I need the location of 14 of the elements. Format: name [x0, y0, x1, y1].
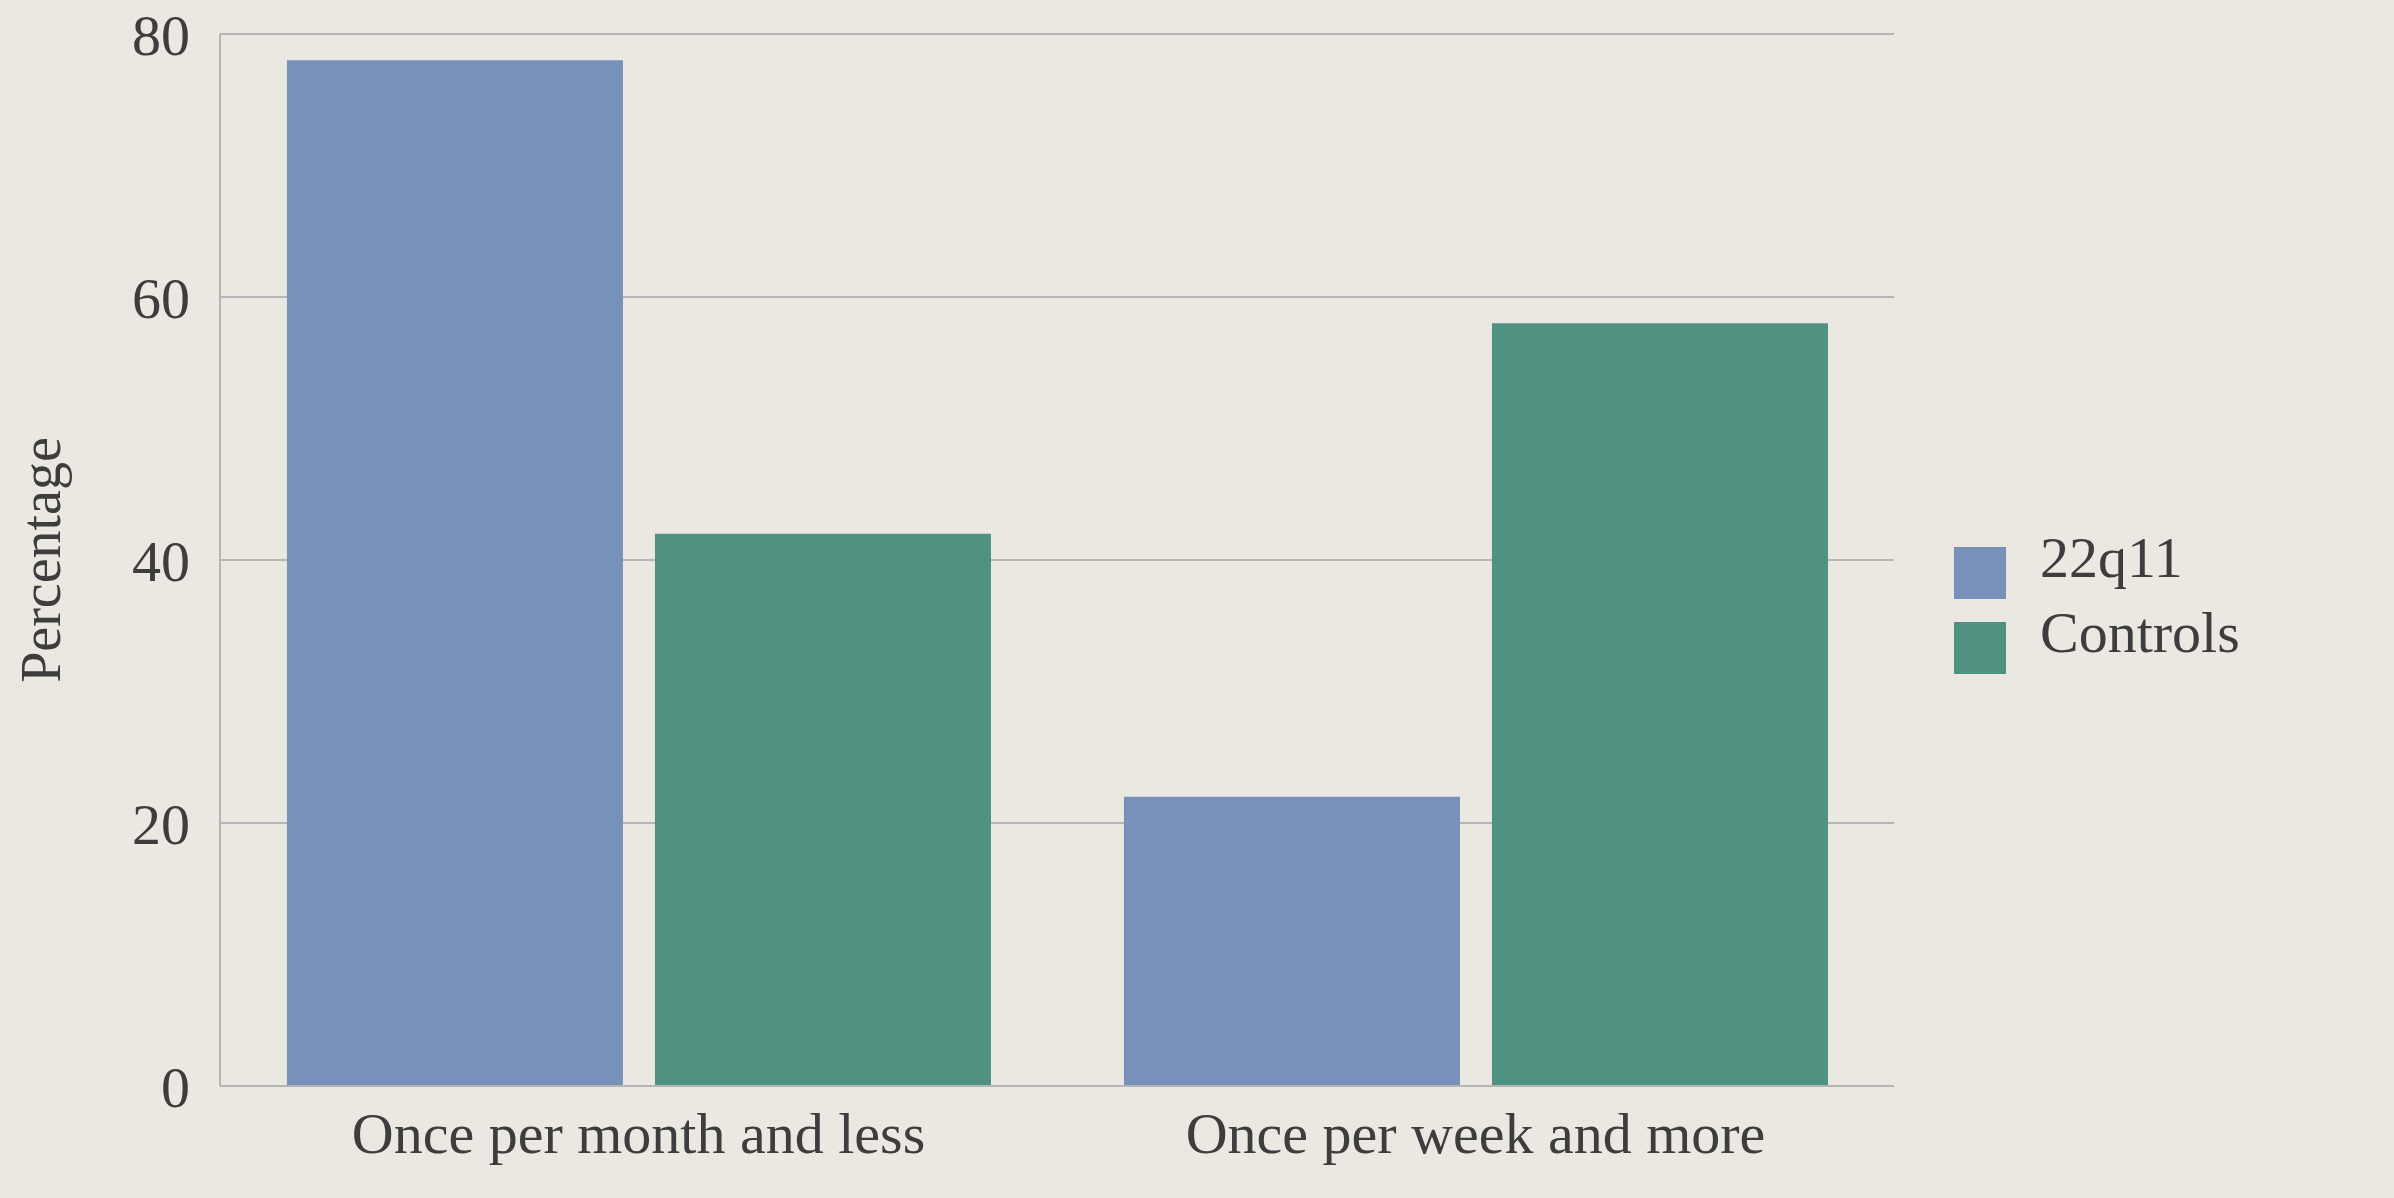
y-tick-label: 0	[161, 1054, 190, 1120]
bar	[654, 533, 991, 1086]
y-tick-label: 20	[132, 791, 190, 857]
bar	[1123, 796, 1460, 1086]
bar	[286, 60, 623, 1086]
y-tick-label: 60	[132, 265, 190, 331]
legend-label: Controls	[2040, 600, 2240, 665]
y-tick-label: 80	[132, 2, 190, 68]
bar	[1491, 323, 1828, 1086]
x-tick-label: Once per month and less	[351, 1101, 926, 1167]
y-tick-label: 40	[132, 528, 190, 594]
y-axis-title: Percentage	[9, 437, 72, 683]
legend-label: 22q11	[2040, 524, 2183, 590]
x-tick-label: Once per week and more	[1185, 1101, 1766, 1167]
